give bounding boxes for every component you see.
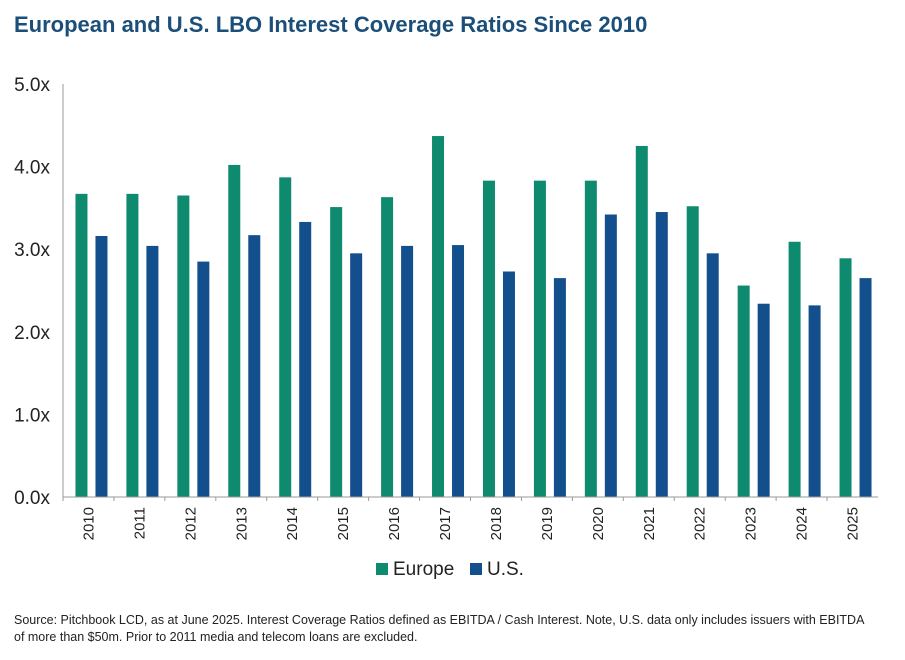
bar-us-2021 <box>655 212 668 497</box>
x-tick-label: 2013 <box>233 507 250 540</box>
x-tick-label: 2015 <box>335 507 352 540</box>
x-tick-label: 2019 <box>539 507 556 540</box>
y-tick-label: 5.0x <box>14 75 50 96</box>
bar-europe-2015 <box>330 207 343 497</box>
bar-us-2020 <box>604 214 617 497</box>
bar-us-2022 <box>706 253 719 497</box>
bar-europe-2024 <box>788 241 801 497</box>
y-tick-label: 1.0x <box>14 405 50 426</box>
x-tick-label: 2021 <box>641 507 658 540</box>
bar-us-2011 <box>146 245 159 497</box>
x-tick-label: 2018 <box>488 507 505 540</box>
bar-europe-2011 <box>126 193 139 497</box>
x-tick-label: 2011 <box>131 507 148 539</box>
x-tick-label: 2014 <box>284 507 301 540</box>
y-tick-label: 4.0x <box>14 158 50 179</box>
bar-europe-2023 <box>737 285 750 497</box>
bar-europe-2018 <box>482 180 495 497</box>
source-note: Source: Pitchbook LCD, as at June 2025. … <box>14 613 864 644</box>
bar-us-2013 <box>248 235 261 497</box>
chart-title: European and U.S. LBO Interest Coverage … <box>14 12 648 37</box>
bar-europe-2012 <box>177 195 190 497</box>
x-tick-label: 2017 <box>437 507 454 540</box>
legend-label-europe: Europe <box>393 559 454 580</box>
bar-us-2014 <box>299 221 312 497</box>
bar-us-2025 <box>859 278 872 497</box>
y-axis-tick-labels: 0.0x 1.0x 2.0x 3.0x 4.0x 5.0x <box>14 75 50 509</box>
x-tick-label: 2023 <box>743 507 760 540</box>
bar-us-2018 <box>502 271 515 497</box>
x-axis-tick-labels: 2010 2011 2012 2013 2014 2015 2016 2017 2018 2019… <box>62 497 862 540</box>
x-tick-label: 2022 <box>692 507 709 540</box>
bar-europe-2014 <box>279 177 292 497</box>
bar-us-2019 <box>553 278 566 497</box>
x-tick-label: 2024 <box>794 507 811 540</box>
bar-europe-2022 <box>686 206 699 498</box>
bar-europe-2020 <box>584 180 597 497</box>
bar-chart: 0.0x1.0x2.0x3.0x4.0x5.0x 2010 2011 2012 201… <box>14 75 878 580</box>
bar-us-2010 <box>95 235 108 497</box>
y-tick-label: 2.0x <box>14 323 50 344</box>
bar-europe-2016 <box>381 197 394 498</box>
y-tick-label: 3.0x <box>14 240 50 261</box>
bar-us-2012 <box>197 261 210 497</box>
x-tick-label: 2010 <box>80 507 97 540</box>
x-tick-label: 2016 <box>386 507 403 540</box>
legend-swatch-us <box>470 563 482 575</box>
x-tick-label: 2020 <box>590 507 607 540</box>
legend-swatch-europe <box>376 563 388 575</box>
bar-us-2015 <box>350 253 363 497</box>
bar-europe-2019 <box>533 180 546 497</box>
legend: Europe U.S. <box>376 559 524 580</box>
x-tick-label: 2012 <box>182 507 199 540</box>
legend-label-us: U.S. <box>487 559 524 580</box>
bar-europe-2010 <box>75 193 88 497</box>
bars <box>75 136 872 498</box>
bar-europe-2025 <box>839 258 852 497</box>
bar-us-2024 <box>808 305 821 497</box>
bar-us-2017 <box>452 245 465 497</box>
y-tick-label: 0.0x <box>14 488 50 509</box>
x-tick-label: 2025 <box>845 507 862 540</box>
bar-europe-2013 <box>228 164 241 497</box>
bar-europe-2021 <box>635 145 648 497</box>
bar-us-2023 <box>757 303 770 497</box>
bar-us-2016 <box>401 245 414 497</box>
bar-europe-2017 <box>432 136 445 497</box>
